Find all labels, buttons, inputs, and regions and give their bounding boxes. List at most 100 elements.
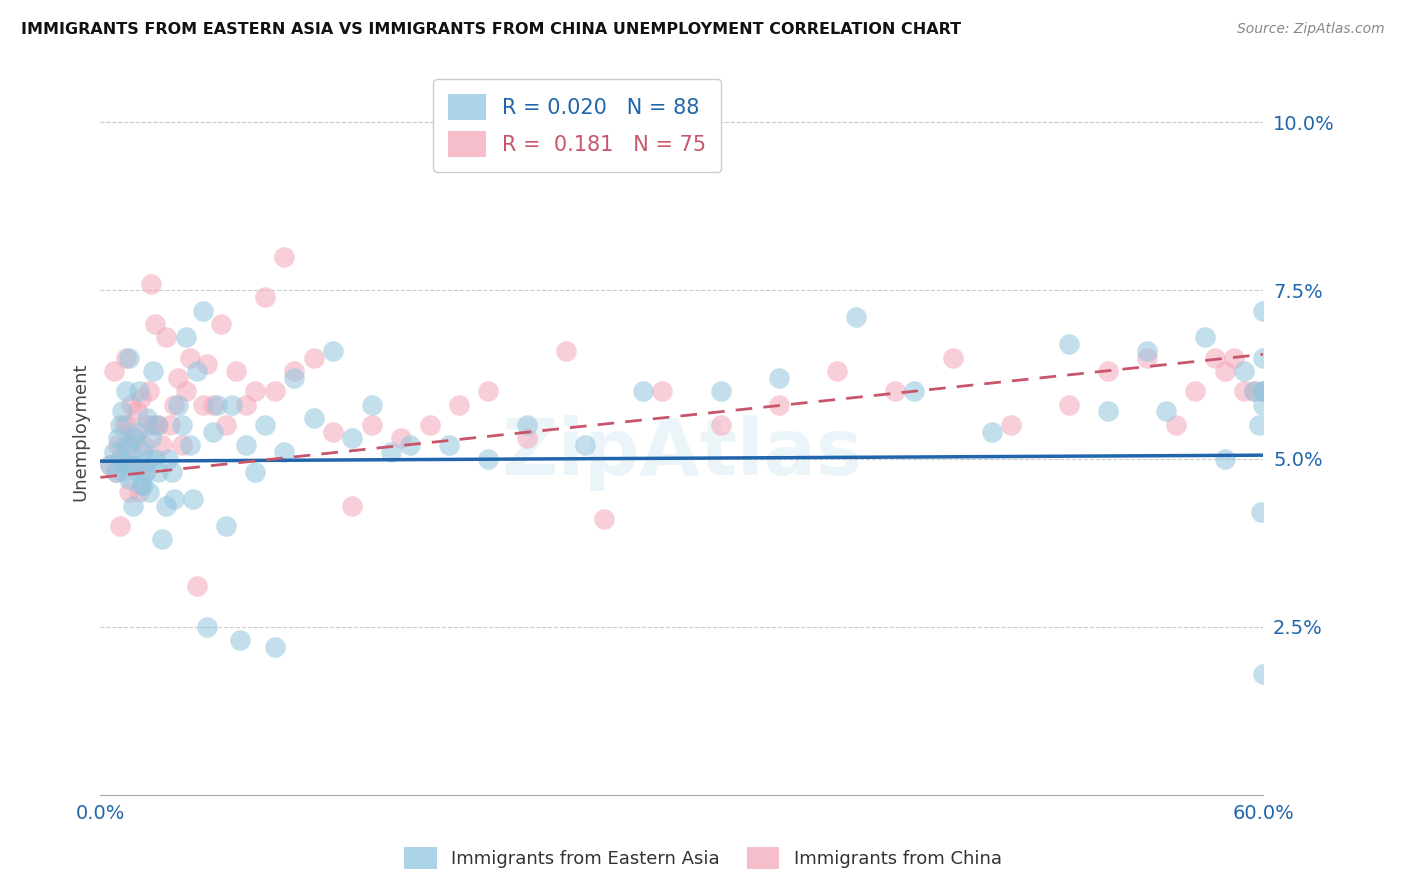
Legend: Immigrants from Eastern Asia, Immigrants from China: Immigrants from Eastern Asia, Immigrants… bbox=[396, 839, 1010, 876]
Point bbox=[225, 364, 247, 378]
Point bbox=[884, 384, 907, 399]
Point bbox=[118, 438, 141, 452]
Point bbox=[263, 384, 285, 399]
Point bbox=[127, 404, 149, 418]
Point bbox=[186, 579, 208, 593]
Point bbox=[235, 438, 257, 452]
Point bbox=[122, 431, 145, 445]
Y-axis label: Unemployment: Unemployment bbox=[72, 362, 89, 501]
Point bbox=[1251, 384, 1274, 399]
Text: ZipAtlas: ZipAtlas bbox=[502, 416, 862, 491]
Point bbox=[155, 330, 177, 344]
Point bbox=[112, 465, 135, 479]
Point bbox=[145, 417, 167, 432]
Point bbox=[263, 640, 285, 654]
Point bbox=[1059, 337, 1081, 351]
Point bbox=[160, 465, 183, 479]
Point bbox=[1223, 351, 1246, 365]
Point bbox=[221, 398, 243, 412]
Point bbox=[399, 438, 422, 452]
Point bbox=[139, 431, 162, 445]
Point bbox=[170, 438, 193, 452]
Point bbox=[1251, 384, 1274, 399]
Point bbox=[163, 398, 186, 412]
Point bbox=[1233, 364, 1256, 378]
Point bbox=[283, 371, 305, 385]
Point bbox=[124, 458, 146, 473]
Point bbox=[651, 384, 673, 399]
Point bbox=[138, 384, 160, 399]
Point bbox=[1000, 417, 1022, 432]
Point bbox=[574, 438, 596, 452]
Point bbox=[477, 451, 499, 466]
Point bbox=[135, 417, 157, 432]
Point bbox=[302, 411, 325, 425]
Point bbox=[245, 384, 267, 399]
Point bbox=[129, 391, 152, 405]
Point bbox=[201, 398, 224, 412]
Legend: R = 0.020   N = 88, R =  0.181   N = 75: R = 0.020 N = 88, R = 0.181 N = 75 bbox=[433, 78, 721, 172]
Point bbox=[191, 398, 214, 412]
Point bbox=[107, 431, 129, 445]
Point bbox=[114, 438, 136, 452]
Point bbox=[710, 384, 733, 399]
Text: IMMIGRANTS FROM EASTERN ASIA VS IMMIGRANTS FROM CHINA UNEMPLOYMENT CORRELATION C: IMMIGRANTS FROM EASTERN ASIA VS IMMIGRAN… bbox=[21, 22, 962, 37]
Point bbox=[1251, 398, 1274, 412]
Point bbox=[128, 465, 150, 479]
Point bbox=[283, 364, 305, 378]
Point bbox=[179, 351, 201, 365]
Text: Source: ZipAtlas.com: Source: ZipAtlas.com bbox=[1237, 22, 1385, 37]
Point bbox=[845, 310, 868, 325]
Point bbox=[1249, 417, 1271, 432]
Point bbox=[98, 458, 121, 473]
Point bbox=[112, 417, 135, 432]
Point bbox=[117, 417, 139, 432]
Point bbox=[124, 431, 146, 445]
Point bbox=[122, 458, 145, 473]
Point bbox=[107, 438, 129, 452]
Point bbox=[215, 417, 238, 432]
Point bbox=[942, 351, 965, 365]
Point bbox=[148, 417, 170, 432]
Point bbox=[593, 512, 616, 526]
Point bbox=[139, 277, 162, 291]
Point bbox=[104, 465, 127, 479]
Point bbox=[1213, 364, 1236, 378]
Point bbox=[201, 425, 224, 439]
Point bbox=[103, 364, 125, 378]
Point bbox=[142, 364, 165, 378]
Point bbox=[118, 351, 141, 365]
Point bbox=[1233, 384, 1256, 399]
Point bbox=[163, 491, 186, 506]
Point bbox=[120, 398, 142, 412]
Point bbox=[118, 472, 141, 486]
Point bbox=[477, 384, 499, 399]
Point bbox=[631, 384, 654, 399]
Point bbox=[104, 465, 127, 479]
Point bbox=[195, 620, 218, 634]
Point bbox=[128, 384, 150, 399]
Point bbox=[114, 351, 136, 365]
Point bbox=[1097, 404, 1119, 418]
Point bbox=[174, 330, 197, 344]
Point bbox=[138, 451, 160, 466]
Point bbox=[1097, 364, 1119, 378]
Point bbox=[111, 404, 134, 418]
Point bbox=[229, 633, 252, 648]
Point bbox=[209, 317, 232, 331]
Point bbox=[138, 485, 160, 500]
Point bbox=[170, 417, 193, 432]
Point bbox=[142, 417, 165, 432]
Point bbox=[439, 438, 461, 452]
Point bbox=[1136, 343, 1159, 358]
Point bbox=[159, 417, 181, 432]
Point bbox=[1059, 398, 1081, 412]
Point bbox=[122, 499, 145, 513]
Point bbox=[516, 417, 538, 432]
Point bbox=[245, 465, 267, 479]
Point bbox=[117, 458, 139, 473]
Point bbox=[1251, 303, 1274, 318]
Point bbox=[1156, 404, 1178, 418]
Point bbox=[1164, 417, 1187, 432]
Point bbox=[1251, 351, 1274, 365]
